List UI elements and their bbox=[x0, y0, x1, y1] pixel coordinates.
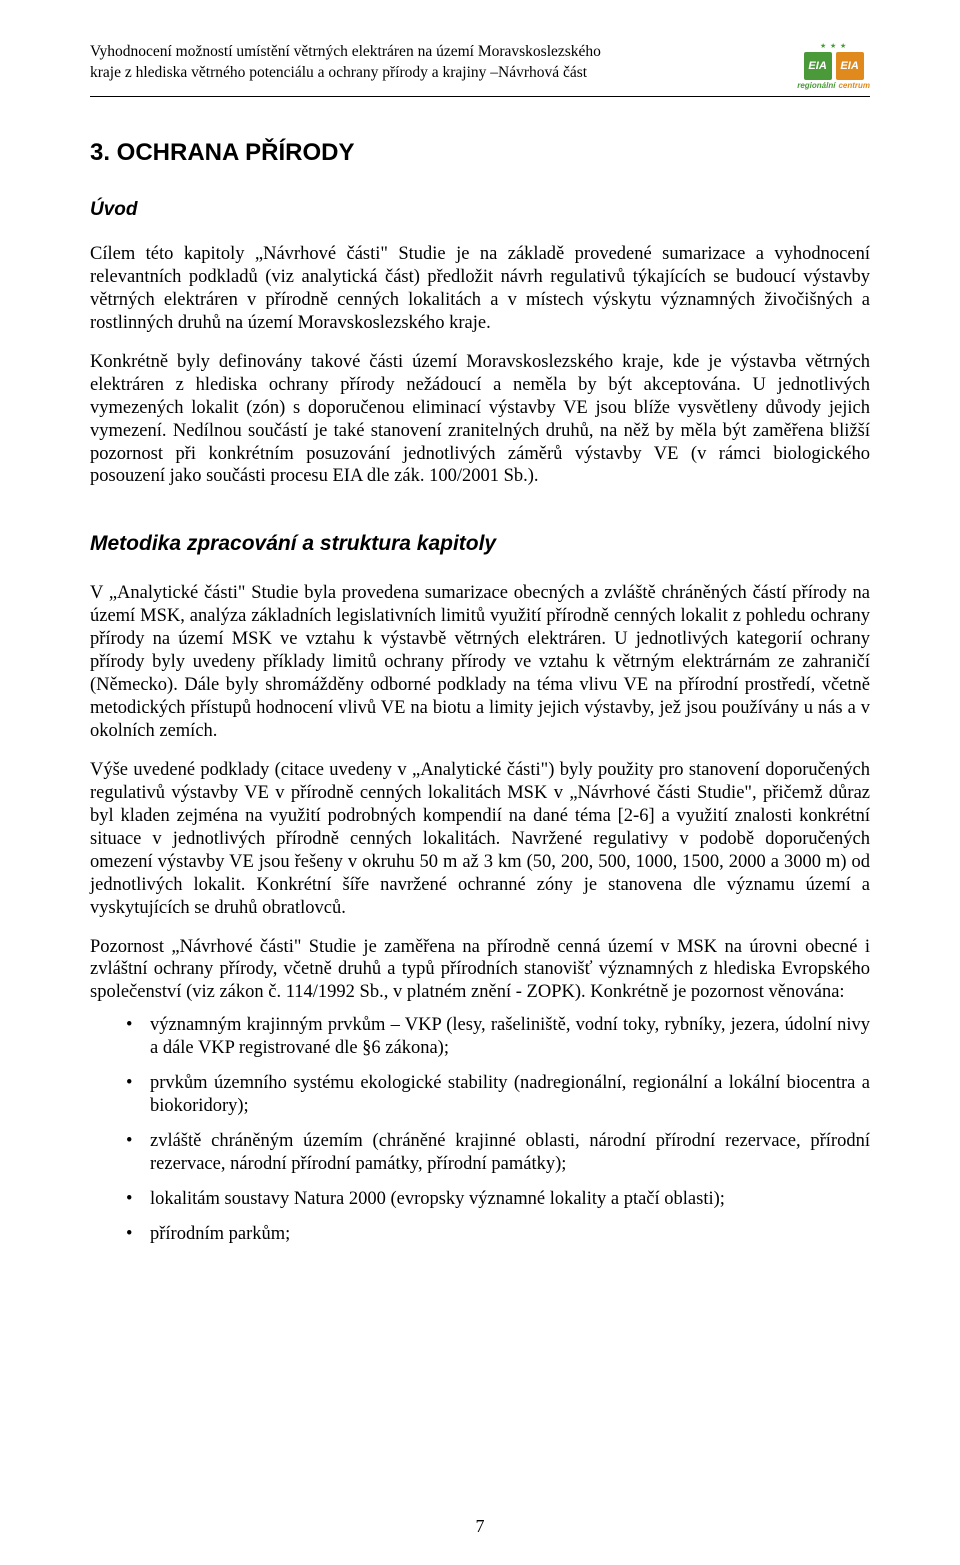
paragraph-2: Konkrétně byly definovány takové části ú… bbox=[90, 351, 870, 489]
logo-badges: EIA EIA bbox=[804, 52, 864, 80]
list-item: zvláště chráněným územím (chráněné kraji… bbox=[126, 1130, 870, 1176]
logo-green-text: EIA bbox=[808, 60, 826, 72]
bullet-list: významným krajinným prvkům – VKP (lesy, … bbox=[90, 1014, 870, 1246]
document-page: Vyhodnocení možností umístění větrných e… bbox=[0, 0, 960, 1565]
logo-stars-icon: ★ ★ ★ bbox=[820, 42, 847, 50]
list-item: přírodním parkům; bbox=[126, 1223, 870, 1246]
header-line-1: Vyhodnocení možností umístění větrných e… bbox=[90, 42, 601, 63]
page-number: 7 bbox=[0, 1516, 960, 1537]
logo-orange-badge: EIA bbox=[836, 52, 864, 80]
header-title-block: Vyhodnocení možností umístění větrných e… bbox=[90, 42, 601, 84]
paragraph-3: V „Analytické části" Studie byla provede… bbox=[90, 582, 870, 743]
page-header: Vyhodnocení možností umístění větrných e… bbox=[90, 42, 870, 97]
header-line-2: kraje z hlediska větrného potenciálu a o… bbox=[90, 63, 601, 84]
list-item: významným krajinným prvkům – VKP (lesy, … bbox=[126, 1014, 870, 1060]
logo-orange-text: EIA bbox=[840, 60, 858, 72]
subheading-uvod: Úvod bbox=[90, 199, 870, 221]
logo-label-regional: regionální bbox=[797, 82, 835, 90]
paragraph-5: Pozornost „Návrhové části" Studie je zam… bbox=[90, 936, 870, 1005]
logo-green-badge: EIA bbox=[804, 52, 832, 80]
logo-label-centrum: centrum bbox=[838, 82, 870, 90]
list-item: lokalitám soustavy Natura 2000 (evropsky… bbox=[126, 1188, 870, 1211]
list-item: prvkům územního systému ekologické stabi… bbox=[126, 1072, 870, 1118]
subheading-metodika: Metodika zpracování a struktura kapitoly bbox=[90, 532, 870, 556]
logo-caption: regionální centrum bbox=[797, 82, 870, 90]
paragraph-4: Výše uvedené podklady (citace uvedeny v … bbox=[90, 759, 870, 920]
eia-logo: ★ ★ ★ EIA EIA regionální centrum bbox=[797, 42, 870, 90]
section-title: 3. OCHRANA PŘÍRODY bbox=[90, 139, 870, 167]
paragraph-1: Cílem této kapitoly „Návrhové části" Stu… bbox=[90, 243, 870, 335]
